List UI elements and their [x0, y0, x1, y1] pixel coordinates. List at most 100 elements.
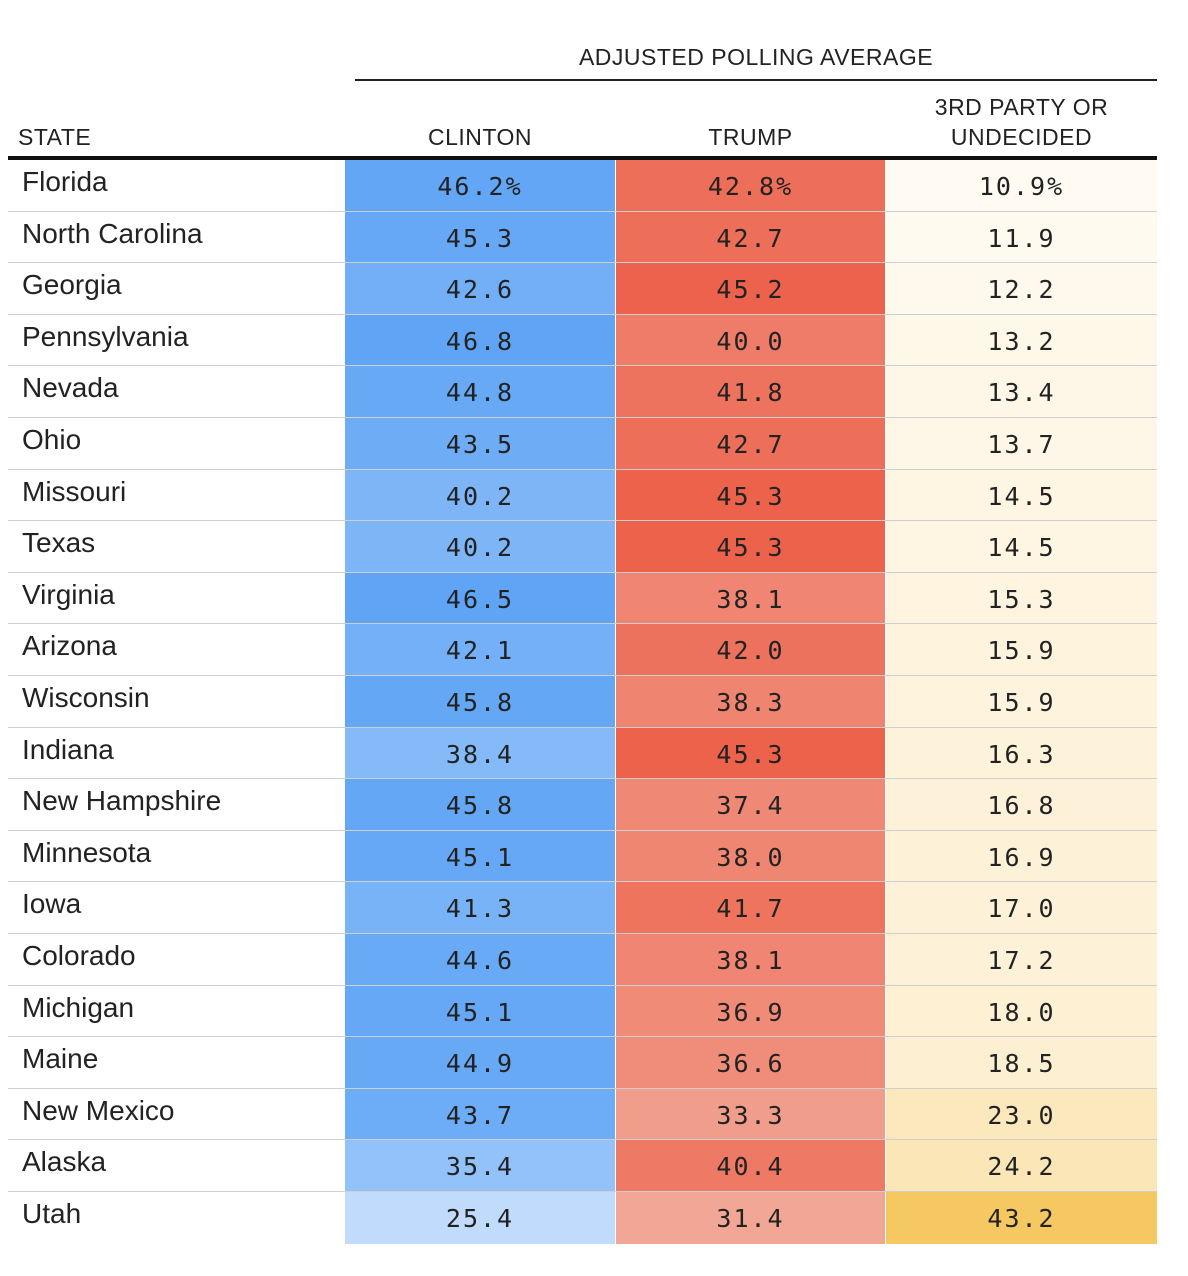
- other-value-cell: 16.8: [886, 779, 1157, 831]
- row-divider: [8, 416, 1157, 418]
- row-divider: [8, 778, 1157, 780]
- other-value-cell: 13.7: [886, 418, 1157, 470]
- other-value-cell: 10.9%: [886, 160, 1157, 212]
- row-divider: [8, 571, 1157, 573]
- trump-value-cell: 37.4: [616, 779, 885, 831]
- group-header-title: ADJUSTED POLLING AVERAGE: [578, 44, 934, 70]
- table-row: Arizona 42.1 42.0 15.9: [0, 624, 1188, 676]
- table-row: Nevada 44.8 41.8 13.4: [0, 366, 1188, 418]
- table-row: Indiana 38.4 45.3 16.3: [0, 727, 1188, 780]
- clinton-value-cell: 41.3: [345, 882, 615, 934]
- other-value-cell: 14.5: [886, 521, 1157, 573]
- table-row: Ohio 43.5 42.7 13.7: [0, 418, 1188, 470]
- row-divider: [8, 984, 1157, 986]
- clinton-value-cell: 44.9: [345, 1037, 615, 1089]
- clinton-value-cell: 44.6: [345, 934, 615, 986]
- row-divider: [8, 1190, 1157, 1192]
- other-value-cell: 13.2: [886, 314, 1157, 367]
- trump-value-cell: 36.9: [616, 985, 885, 1038]
- state-name: Minnesota: [22, 836, 152, 868]
- column-header-other-line1: 3RD PARTY OR: [934, 94, 1109, 120]
- table-row: Michigan 45.1 36.9 18.0: [0, 985, 1188, 1038]
- trump-value-cell: 38.3: [616, 676, 885, 728]
- table-row: Minnesota 45.1 38.0 16.9: [0, 830, 1188, 883]
- table-row: Virginia 46.5 38.1 15.3: [0, 572, 1188, 625]
- row-divider: [8, 262, 1157, 264]
- trump-value-cell: 40.0: [616, 314, 885, 367]
- other-value-cell: 13.4: [886, 366, 1157, 418]
- clinton-value-cell: 40.2: [345, 521, 615, 573]
- row-divider: [8, 674, 1157, 676]
- trump-value-cell: 38.1: [616, 934, 885, 986]
- column-header-clinton: CLINTON: [427, 124, 533, 150]
- other-value-cell: 16.3: [886, 727, 1157, 780]
- clinton-value-cell: 38.4: [345, 727, 615, 780]
- clinton-value-cell: 45.8: [345, 779, 615, 831]
- trump-value-cell: 40.4: [616, 1140, 885, 1192]
- trump-value-cell: 41.7: [616, 882, 885, 934]
- other-value-cell: 24.2: [886, 1140, 1157, 1192]
- state-name: Arizona: [22, 630, 117, 662]
- state-name: North Carolina: [22, 217, 203, 249]
- other-value-cell: 11.9: [886, 211, 1157, 264]
- clinton-value-cell: 46.5: [345, 572, 615, 625]
- row-divider: [8, 365, 1157, 367]
- state-name: Utah: [22, 1198, 82, 1229]
- state-name: Maine: [22, 1043, 99, 1075]
- other-value-cell: 14.5: [886, 469, 1157, 522]
- other-value-cell: 15.3: [886, 572, 1157, 625]
- column-header-state: STATE: [18, 124, 92, 150]
- column-header-other-line2: UNDECIDED: [950, 124, 1093, 150]
- clinton-value-cell: 46.2%: [345, 160, 615, 212]
- clinton-value-cell: 44.8: [345, 366, 615, 418]
- clinton-value-cell: 42.6: [345, 263, 615, 315]
- row-divider: [8, 1139, 1157, 1141]
- state-name: Ohio: [22, 424, 82, 455]
- other-value-cell: 43.2: [886, 1192, 1157, 1244]
- state-name: Wisconsin: [22, 682, 150, 713]
- table-row: Colorado 44.6 38.1 17.2: [0, 934, 1188, 986]
- other-value-cell: 18.5: [886, 1037, 1157, 1089]
- clinton-value-cell: 45.1: [345, 985, 615, 1038]
- clinton-value-cell: 43.5: [345, 418, 615, 470]
- row-divider: [8, 1087, 1157, 1089]
- other-value-cell: 18.0: [886, 985, 1157, 1038]
- other-value-cell: 16.9: [886, 830, 1157, 883]
- clinton-value-cell: 45.1: [345, 830, 615, 883]
- row-divider: [8, 881, 1157, 883]
- trump-value-cell: 42.7: [616, 211, 885, 264]
- table-row: Texas 40.2 45.3 14.5: [0, 521, 1188, 573]
- state-name: Colorado: [22, 940, 136, 971]
- other-value-cell: 15.9: [886, 624, 1157, 676]
- state-name: Alaska: [22, 1146, 107, 1178]
- trump-value-cell: 31.4: [616, 1192, 885, 1244]
- table-row: North Carolina 45.3 42.7 11.9: [0, 211, 1188, 264]
- table-row: Iowa 41.3 41.7 17.0: [0, 882, 1188, 934]
- clinton-value-cell: 42.1: [345, 624, 615, 676]
- state-name: Texas: [22, 527, 96, 559]
- state-name: Michigan: [22, 991, 135, 1023]
- state-name: Iowa: [22, 888, 82, 920]
- clinton-value-cell: 35.4: [345, 1140, 615, 1192]
- table-row: Maine 44.9 36.6 18.5: [0, 1037, 1188, 1089]
- trump-value-cell: 41.8: [616, 366, 885, 418]
- clinton-value-cell: 25.4: [345, 1192, 615, 1244]
- state-name: New Mexico: [22, 1094, 175, 1126]
- trump-value-cell: 42.7: [616, 418, 885, 470]
- row-divider: [8, 313, 1157, 315]
- state-name: Georgia: [22, 269, 122, 301]
- trump-value-cell: 45.3: [616, 469, 885, 522]
- header-rule: [8, 156, 1157, 160]
- other-value-cell: 23.0: [886, 1088, 1157, 1141]
- row-divider: [8, 932, 1157, 934]
- clinton-value-cell: 43.7: [345, 1088, 615, 1141]
- trump-value-cell: 42.8%: [616, 160, 885, 212]
- table-row: Utah 25.4 31.4 43.2: [0, 1192, 1188, 1244]
- table-row: Georgia 42.6 45.2 12.2: [0, 263, 1188, 315]
- state-name: Indiana: [22, 733, 114, 765]
- state-name: Missouri: [22, 475, 127, 507]
- state-name: Virginia: [22, 578, 115, 610]
- table-row: Alaska 35.4 40.4 24.2: [0, 1140, 1188, 1192]
- clinton-value-cell: 40.2: [345, 469, 615, 522]
